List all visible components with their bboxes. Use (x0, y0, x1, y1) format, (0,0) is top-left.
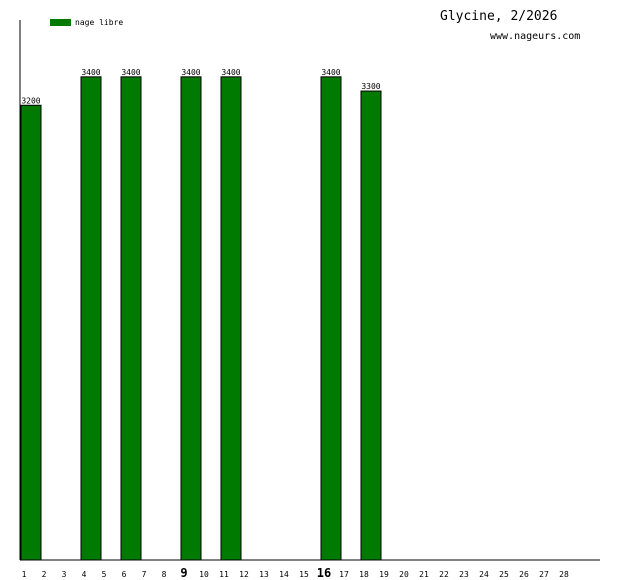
data-label-day-11: 3400 (221, 68, 240, 77)
data-label-day-16: 3400 (321, 68, 340, 77)
x-tick-label-4: 4 (82, 570, 87, 579)
x-tick-label-28: 28 (559, 570, 569, 579)
bar-day-4 (80, 76, 102, 561)
site-url: www.nageurs.com (490, 31, 581, 42)
bar-day-16 (320, 76, 342, 561)
bar-day-11 (220, 76, 242, 561)
x-tick-label-1: 1 (22, 570, 27, 579)
x-tick-label-14: 14 (279, 570, 289, 579)
data-label-day-1: 3200 (21, 96, 40, 105)
x-tick-label-24: 24 (479, 570, 489, 579)
x-tick-label-2: 2 (42, 570, 47, 579)
x-tick-label-11: 11 (219, 570, 229, 579)
x-tick-label-7: 7 (142, 570, 147, 579)
data-label-day-6: 3400 (121, 68, 140, 77)
x-tick-label-19: 19 (379, 570, 389, 579)
legend: nage libre (50, 16, 123, 28)
x-tick-label-5: 5 (102, 570, 107, 579)
bar-day-1 (20, 104, 42, 561)
legend-label: nage libre (75, 17, 124, 27)
x-tick-label-9: 9 (180, 566, 187, 580)
x-tick-label-15: 15 (299, 570, 309, 579)
bar-day-6 (120, 76, 142, 561)
x-tick-label-10: 10 (199, 570, 209, 579)
x-tick-label-18: 18 (359, 570, 369, 579)
x-tick-label-13: 13 (259, 570, 269, 579)
x-tick-label-12: 12 (239, 570, 249, 579)
x-tick-label-3: 3 (62, 570, 67, 579)
x-tick-label-26: 26 (519, 570, 529, 579)
x-tick-label-22: 22 (439, 570, 449, 579)
x-tick-label-8: 8 (162, 570, 167, 579)
data-label-day-4: 3400 (81, 68, 100, 77)
bar-day-9 (180, 76, 202, 561)
chart-title: Glycine, 2/2026 (440, 9, 558, 24)
x-tick-label-6: 6 (122, 570, 127, 579)
legend-swatch (50, 18, 71, 26)
x-tick-label-16: 16 (317, 566, 331, 580)
x-tick-label-27: 27 (539, 570, 549, 579)
x-tick-label-25: 25 (499, 570, 509, 579)
bar-day-18 (360, 90, 382, 561)
x-tick-label-21: 21 (419, 570, 429, 579)
data-label-day-9: 3400 (181, 68, 200, 77)
x-tick-label-17: 17 (339, 570, 349, 579)
data-label-day-18: 3300 (361, 82, 380, 91)
x-tick-label-20: 20 (399, 570, 409, 579)
x-tick-label-23: 23 (459, 570, 469, 579)
